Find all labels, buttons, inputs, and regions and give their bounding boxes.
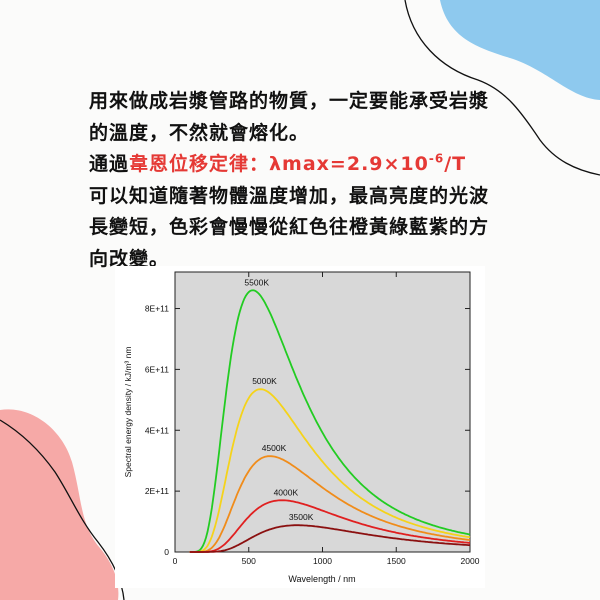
- x-tick-label: 1500: [387, 556, 406, 566]
- series-line-5500K: [189, 289, 471, 553]
- blackbody-chart: 0 2E+11 4E+11 6E+11 8E+11 0 500 1000 1500 2000 5…: [115, 266, 485, 588]
- series-line-4000K: [189, 499, 471, 553]
- series-line-4500K: [189, 455, 471, 553]
- paragraph-line-4: 可以知道隨著物體溫度增加，最高亮度的光波: [89, 184, 490, 207]
- law-suffix: /T: [444, 153, 467, 175]
- law-formula-base: λmax=2.9×10: [269, 153, 429, 175]
- pink-blob-shape: [0, 409, 119, 600]
- y-tick-label: 0: [164, 547, 169, 557]
- series-label-3500K: 3500K: [289, 512, 314, 522]
- series-label-5500K: 5500K: [244, 277, 269, 287]
- blue-blob-shape: [440, 0, 600, 100]
- y-tick-label: 6E+11: [145, 364, 169, 374]
- description-paragraph: 用來做成岩漿管路的物質，一定要能承受岩漿 的溫度，不然就會熔化。 通過韋恩位移定…: [89, 86, 529, 275]
- x-tick-label: 500: [242, 556, 256, 566]
- series-line-3500K: [189, 524, 471, 553]
- paragraph-line-3: 通過韋恩位移定律：λmax=2.9×10-6/T: [89, 149, 529, 181]
- line3-prefix: 通過: [89, 153, 130, 175]
- series-label-4500K: 4500K: [262, 443, 287, 453]
- x-axis-label: Wavelength / nm: [288, 574, 355, 584]
- blob-outline-bottom: [0, 419, 125, 600]
- y-tick-label: 4E+11: [145, 425, 169, 435]
- series-label-5000K: 5000K: [252, 376, 277, 386]
- paragraph-line-5: 長變短，色彩會慢慢從紅色往橙黃綠藍紫的方: [89, 216, 490, 238]
- paragraph-line-1: 用來做成岩漿管路的物質，一定要能承受岩漿: [89, 90, 490, 112]
- y-tick-label: 2E+11: [145, 486, 169, 496]
- chart-svg: 0 2E+11 4E+11 6E+11 8E+11 0 500 1000 1500 2000 5…: [123, 271, 480, 584]
- x-tick-label: 1000: [313, 556, 332, 566]
- law-exponent: -6: [428, 151, 445, 166]
- y-axis-label: Spectral energy density / kJ/m³ nm: [123, 347, 133, 478]
- paragraph-line-2: 的溫度，不然就會熔化。: [89, 121, 310, 144]
- series-line-5000K: [189, 388, 471, 553]
- x-tick-label: 0: [173, 556, 178, 566]
- law-name: 韋恩位移定律：: [129, 153, 270, 175]
- x-tick-label: 2000: [461, 556, 480, 566]
- law-formula: λmax=2.9×10-6/T: [269, 153, 466, 175]
- series-label-4000K: 4000K: [274, 487, 299, 497]
- y-tick-label: 8E+11: [145, 304, 169, 314]
- paragraph-line-6: 向改變。: [89, 247, 170, 270]
